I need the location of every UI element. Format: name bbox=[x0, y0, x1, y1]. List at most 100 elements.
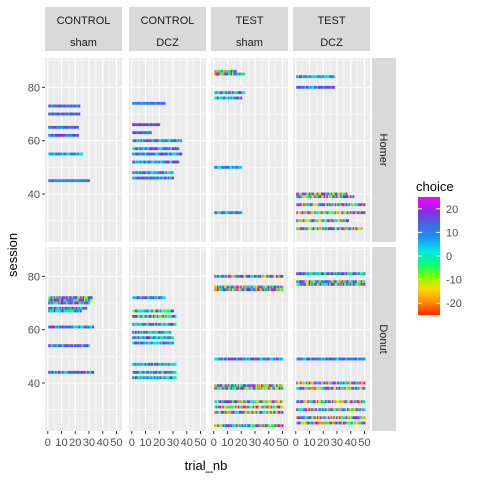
data-point bbox=[218, 165, 221, 169]
data-point bbox=[229, 405, 232, 409]
data-point bbox=[236, 288, 239, 292]
data-point bbox=[163, 309, 166, 313]
data-point bbox=[252, 274, 255, 278]
x-tick-label: 50 bbox=[358, 437, 370, 449]
data-point bbox=[155, 362, 158, 366]
x-tick-label: 30 bbox=[249, 437, 261, 449]
data-point bbox=[143, 341, 146, 345]
data-point bbox=[337, 192, 340, 196]
data-point bbox=[344, 195, 347, 199]
data-point bbox=[249, 384, 252, 388]
data-point bbox=[172, 376, 174, 380]
data-point bbox=[159, 376, 162, 380]
data-point bbox=[325, 272, 327, 276]
data-point bbox=[77, 296, 79, 300]
data-point bbox=[307, 357, 310, 361]
data-point bbox=[147, 314, 150, 318]
data-point bbox=[232, 274, 234, 278]
data-point bbox=[311, 75, 314, 79]
data-point bbox=[55, 306, 57, 310]
data-point bbox=[280, 384, 283, 388]
data-point bbox=[320, 408, 323, 412]
data-point bbox=[169, 370, 172, 374]
data-point bbox=[170, 139, 173, 143]
data-point bbox=[297, 227, 300, 231]
data-point bbox=[143, 147, 146, 151]
data-point bbox=[223, 274, 226, 278]
data-point bbox=[322, 75, 325, 79]
data-point bbox=[359, 400, 362, 404]
data-point bbox=[144, 336, 147, 340]
data-point bbox=[148, 370, 151, 374]
data-point bbox=[152, 160, 155, 164]
data-point bbox=[358, 203, 360, 207]
data-point bbox=[148, 309, 151, 313]
data-point bbox=[255, 424, 258, 428]
data-point bbox=[311, 280, 314, 284]
data-point bbox=[233, 274, 236, 278]
data-point bbox=[320, 416, 323, 420]
data-point bbox=[280, 386, 283, 390]
data-point bbox=[82, 179, 85, 183]
data-point bbox=[311, 219, 314, 223]
data-point bbox=[50, 370, 53, 374]
data-point bbox=[340, 192, 343, 196]
data-point bbox=[72, 179, 75, 183]
data-point bbox=[140, 131, 143, 135]
data-point bbox=[66, 296, 68, 300]
data-point bbox=[222, 386, 225, 390]
data-point bbox=[238, 400, 241, 404]
data-point bbox=[241, 91, 244, 95]
data-point bbox=[281, 285, 284, 289]
data-point bbox=[362, 272, 365, 276]
data-point bbox=[305, 85, 308, 89]
legend-tick-label: -10 bbox=[446, 275, 462, 287]
data-point bbox=[304, 85, 307, 89]
data-point bbox=[265, 410, 267, 414]
data-point bbox=[240, 288, 243, 292]
data-point bbox=[92, 370, 95, 374]
data-point bbox=[358, 408, 360, 412]
data-point bbox=[319, 211, 322, 215]
data-point bbox=[269, 400, 272, 404]
data-point bbox=[249, 357, 252, 361]
data-point bbox=[349, 381, 352, 385]
data-point bbox=[277, 424, 280, 428]
data-point bbox=[218, 288, 221, 292]
data-point bbox=[309, 416, 312, 420]
panel-background bbox=[293, 58, 370, 242]
data-point bbox=[337, 211, 340, 215]
data-point bbox=[304, 381, 307, 385]
data-point bbox=[148, 131, 151, 135]
data-point bbox=[133, 314, 136, 318]
data-point bbox=[226, 405, 229, 409]
data-point bbox=[145, 296, 148, 300]
data-point bbox=[301, 381, 304, 385]
data-point bbox=[244, 386, 247, 390]
data-point bbox=[148, 176, 151, 180]
data-point bbox=[170, 370, 173, 374]
data-point bbox=[163, 314, 166, 318]
data-point bbox=[64, 112, 67, 116]
data-point bbox=[316, 386, 319, 390]
data-point bbox=[232, 288, 234, 292]
data-point bbox=[154, 362, 157, 366]
data-point bbox=[315, 282, 318, 286]
data-point bbox=[266, 400, 269, 404]
data-point bbox=[348, 272, 351, 276]
data-point bbox=[349, 211, 352, 215]
data-point bbox=[307, 85, 310, 89]
row-strip-label: Donut bbox=[377, 324, 389, 353]
data-point bbox=[236, 96, 239, 100]
data-point bbox=[61, 344, 64, 348]
data-point bbox=[333, 227, 336, 231]
data-point bbox=[48, 152, 51, 156]
data-point bbox=[68, 306, 71, 310]
data-point bbox=[237, 424, 240, 428]
data-point bbox=[152, 376, 155, 380]
data-point bbox=[245, 400, 248, 404]
data-point bbox=[307, 203, 310, 207]
data-point bbox=[145, 176, 148, 180]
data-point bbox=[269, 410, 272, 414]
data-point bbox=[348, 203, 351, 207]
